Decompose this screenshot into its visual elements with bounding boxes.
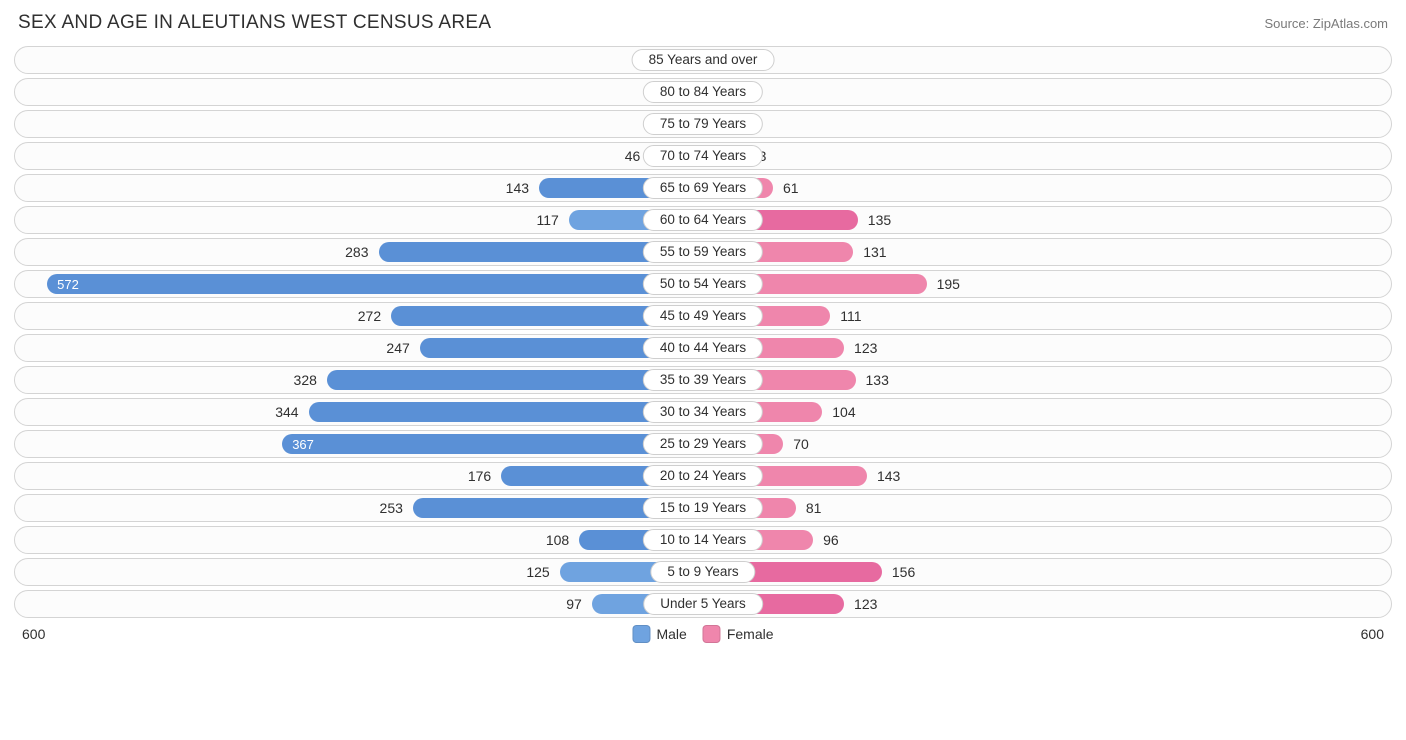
category-label: 25 to 29 Years <box>643 433 763 455</box>
male-value-label: 176 <box>468 468 501 484</box>
chart-row: 572 195 50 to 54 Years <box>14 270 1392 298</box>
chart-row: 143 61 65 to 69 Years <box>14 174 1392 202</box>
chart-row: 283 131 55 to 59 Years <box>14 238 1392 266</box>
category-label: 85 Years and over <box>632 49 775 71</box>
category-label: 45 to 49 Years <box>643 305 763 327</box>
chart-row: 247 123 40 to 44 Years <box>14 334 1392 362</box>
chart-row: 117 135 60 to 64 Years <box>14 206 1392 234</box>
female-value-label: 96 <box>813 532 839 548</box>
female-value-label: 70 <box>783 436 809 452</box>
category-label: Under 5 Years <box>643 593 763 615</box>
male-value-label: 108 <box>546 532 579 548</box>
chart-row: 125 156 5 to 9 Years <box>14 558 1392 586</box>
category-label: 15 to 19 Years <box>643 497 763 519</box>
male-bar: 367 <box>282 434 703 454</box>
chart-row: 176 143 20 to 24 Years <box>14 462 1392 490</box>
male-value-label: 283 <box>345 244 378 260</box>
chart-row: 108 96 10 to 14 Years <box>14 526 1392 554</box>
category-label: 60 to 64 Years <box>643 209 763 231</box>
male-value-label: 367 <box>282 437 324 452</box>
category-label: 50 to 54 Years <box>643 273 763 295</box>
female-value-label: 123 <box>844 340 877 356</box>
male-value-label: 572 <box>47 277 89 292</box>
female-value-label: 81 <box>796 500 822 516</box>
category-label: 35 to 39 Years <box>643 369 763 391</box>
chart-row: 344 104 30 to 34 Years <box>14 398 1392 426</box>
male-value-label: 125 <box>526 564 559 580</box>
legend-item-male: Male <box>632 625 686 643</box>
chart-source: Source: ZipAtlas.com <box>1264 16 1388 31</box>
category-label: 75 to 79 Years <box>643 113 763 135</box>
female-value-label: 156 <box>882 564 915 580</box>
male-value-label: 253 <box>380 500 413 516</box>
category-label: 20 to 24 Years <box>643 465 763 487</box>
female-value-label: 61 <box>773 180 799 196</box>
chart-footer: 600 Male Female 600 <box>8 618 1398 646</box>
female-value-label: 111 <box>830 308 861 324</box>
chart-row: 328 133 35 to 39 Years <box>14 366 1392 394</box>
chart-row: 463370 to 74 Years <box>14 142 1392 170</box>
female-value-label: 133 <box>856 372 889 388</box>
female-value-label: 195 <box>927 276 960 292</box>
female-value-label: 123 <box>844 596 877 612</box>
category-label: 65 to 69 Years <box>643 177 763 199</box>
legend-swatch-male <box>632 625 650 643</box>
chart-row: 5185 Years and over <box>14 46 1392 74</box>
chart-row: 03080 to 84 Years <box>14 78 1392 106</box>
male-value-label: 344 <box>275 404 308 420</box>
chart-title: SEX AND AGE IN ALEUTIANS WEST CENSUS ARE… <box>18 12 491 34</box>
category-label: 30 to 34 Years <box>643 401 763 423</box>
category-label: 70 to 74 Years <box>643 145 763 167</box>
x-axis-left-max: 600 <box>22 626 45 642</box>
chart-row: 272 111 45 to 49 Years <box>14 302 1392 330</box>
chart-row: 97 123 Under 5 Years <box>14 590 1392 618</box>
category-label: 55 to 59 Years <box>643 241 763 263</box>
category-label: 80 to 84 Years <box>643 81 763 103</box>
male-value-label: 328 <box>294 372 327 388</box>
legend-label-female: Female <box>727 626 774 642</box>
x-axis-right-max: 600 <box>1361 626 1384 642</box>
chart-row: 367 70 25 to 29 Years <box>14 430 1392 458</box>
male-value-label: 247 <box>386 340 419 356</box>
male-value-label: 97 <box>566 596 592 612</box>
female-value-label: 131 <box>853 244 886 260</box>
male-value-label: 143 <box>506 180 539 196</box>
population-pyramid-chart: 5185 Years and over 03080 to 84 Years 1975… <box>8 44 1398 618</box>
category-label: 40 to 44 Years <box>643 337 763 359</box>
female-value-label: 104 <box>822 404 855 420</box>
male-value-label: 272 <box>358 308 391 324</box>
category-label: 5 to 9 Years <box>650 561 755 583</box>
legend-label-male: Male <box>656 626 686 642</box>
chart-row: 1975 to 79 Years <box>14 110 1392 138</box>
male-value-label: 117 <box>537 212 569 228</box>
female-value-label: 135 <box>858 212 891 228</box>
male-bar: 572 <box>47 274 703 294</box>
female-value-label: 143 <box>867 468 900 484</box>
legend: Male Female <box>632 625 773 643</box>
legend-item-female: Female <box>703 625 774 643</box>
legend-swatch-female <box>703 625 721 643</box>
chart-header: SEX AND AGE IN ALEUTIANS WEST CENSUS ARE… <box>8 12 1398 44</box>
category-label: 10 to 14 Years <box>643 529 763 551</box>
chart-row: 253 81 15 to 19 Years <box>14 494 1392 522</box>
